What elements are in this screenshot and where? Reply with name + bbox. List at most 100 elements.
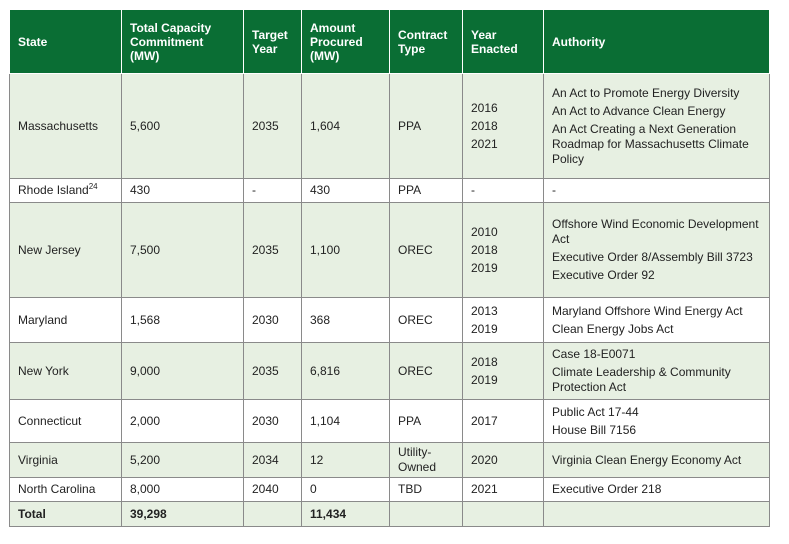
cell-state: New York <box>9 342 122 400</box>
year-value: 2018 <box>471 354 498 369</box>
authority-item: Executive Order 8/Assembly Bill 3723 <box>552 250 753 264</box>
footnote-marker: 24 <box>88 182 98 191</box>
cell-capacity: 1,568 <box>121 297 244 343</box>
header-procured: Amount Procured (MW) <box>301 9 390 74</box>
cell-target-year: 2040 <box>243 477 302 502</box>
cell-target-year: 2035 <box>243 342 302 400</box>
year-value: 2018 <box>471 242 498 257</box>
authority-item: Case 18-E0071 <box>552 347 636 361</box>
cell-contract-type: TBD <box>389 477 463 502</box>
cell-procured: 12 <box>301 442 390 478</box>
authority-item: - <box>552 183 556 197</box>
year-value: 2021 <box>471 136 498 151</box>
total-empty <box>462 501 544 527</box>
cell-authority: Executive Order 218 <box>543 477 770 502</box>
authority-item: An Act to Advance Clean Energy <box>552 103 726 118</box>
state-name: Virginia <box>18 452 58 467</box>
cell-capacity: 5,200 <box>121 442 244 478</box>
cell-target-year: 2030 <box>243 297 302 343</box>
year-value: 2016 <box>471 100 498 115</box>
cell-state: Massachusetts <box>9 73 122 179</box>
year-value: 2019 <box>471 321 498 336</box>
cell-procured: 1,604 <box>301 73 390 179</box>
cell-contract-type: OREC <box>389 202 463 298</box>
table-row: Maryland 1,568 2030 368 OREC 2013 2019 Maryland… <box>9 297 770 343</box>
year-value: 2020 <box>471 452 498 467</box>
total-capacity: 39,298 <box>121 501 244 527</box>
authority-item: Clean Energy Jobs Act <box>552 321 674 336</box>
table-row: Rhode Island24 430-430 PPA - - <box>9 178 770 203</box>
state-name: North Carolina <box>18 482 96 496</box>
cell-procured: 0 <box>301 477 390 502</box>
authority-item: House Bill 7156 <box>552 422 637 437</box>
header-authority: Authority <box>543 9 770 74</box>
total-empty <box>243 501 302 527</box>
cell-target-year: 2035 <box>243 202 302 298</box>
cell-authority: - <box>543 178 770 203</box>
header-capacity: Total Capacity Commitment (MW) <box>121 9 244 74</box>
cell-year-enacted: 2018 2019 <box>462 342 544 400</box>
cell-state: Maryland <box>9 297 122 343</box>
top-clipped-text <box>0 0 789 9</box>
state-name: Maryland <box>18 312 68 327</box>
cell-contract-type: PPA <box>389 399 463 443</box>
cell-authority: Case 18-E0071 Climate Leadership & Commun… <box>543 342 770 400</box>
header-row: State Total Capacity Commitment (MW) Tar… <box>9 9 770 74</box>
cell-target-year: - <box>243 178 302 203</box>
cell-procured: 1,104 <box>301 399 390 443</box>
total-empty <box>389 501 463 527</box>
cell-contract-type: PPA <box>389 73 463 179</box>
cell-procured: 368 <box>301 297 390 343</box>
authority-item: Public Act 17-44 <box>552 404 639 419</box>
authority-item: Maryland Offshore Wind Energy Act <box>552 303 743 318</box>
year-value: 2010 <box>471 224 498 239</box>
cell-contract-type: PPA <box>389 178 463 203</box>
cell-contract-type: OREC <box>389 342 463 400</box>
header-target-year: Target Year <box>243 9 302 74</box>
cell-state: Rhode Island24 <box>9 178 122 203</box>
total-label: Total <box>9 501 122 527</box>
total-row: Total 39,298 11,434 <box>9 501 770 527</box>
cell-capacity: 430 <box>121 178 244 203</box>
cell-procured: 1,100 <box>301 202 390 298</box>
total-empty <box>543 501 770 527</box>
cell-authority: Public Act 17-44 House Bill 7156 <box>543 399 770 443</box>
cell-year-enacted: 2010 2018 2019 <box>462 202 544 298</box>
authority-item: An Act to Promote Energy Diversity <box>552 85 740 100</box>
state-name: New York <box>18 363 69 378</box>
cell-procured: 430 <box>301 178 390 203</box>
cell-capacity: 2,000 <box>121 399 244 443</box>
header-year-enacted: Year Enacted <box>462 9 544 74</box>
cell-year-enacted: - <box>462 178 544 203</box>
year-value: 2018 <box>471 118 498 133</box>
cell-year-enacted: 2020 <box>462 442 544 478</box>
cell-target-year: 2030 <box>243 399 302 443</box>
year-value: 2013 <box>471 303 498 318</box>
cell-year-enacted: 2016 2018 2021 <box>462 73 544 179</box>
cell-capacity: 5,600 <box>121 73 244 179</box>
table-row: Connecticut 2,000 2030 1,104 PPA 2017 Public A… <box>9 399 770 443</box>
state-name: Massachusetts <box>18 118 99 133</box>
state-name: Connecticut <box>18 413 82 428</box>
year-value: 2021 <box>471 482 498 496</box>
total-procured: 11,434 <box>301 501 390 527</box>
header-contract-type: Contract Type <box>389 9 463 74</box>
cell-authority: Virginia Clean Energy Economy Act <box>543 442 770 478</box>
offshore-wind-commitments-table: State Total Capacity Commitment (MW) Tar… <box>9 9 770 527</box>
cell-capacity: 7,500 <box>121 202 244 298</box>
cell-state: New Jersey <box>9 202 122 298</box>
cell-target-year: 2035 <box>243 73 302 179</box>
year-value: - <box>471 183 475 197</box>
table-row: New York 9,000 2035 6,816 OREC 2018 2019 Case 1… <box>9 342 770 400</box>
cell-state: Virginia <box>9 442 122 478</box>
header-state: State <box>9 9 122 74</box>
cell-contract-type: Utility-Owned <box>389 442 463 478</box>
cell-state: Connecticut <box>9 399 122 443</box>
cell-authority: Maryland Offshore Wind Energy Act Clean E… <box>543 297 770 343</box>
table-row: Virginia 5,200 2034 12 Utility-Owned 2020 Virg… <box>9 442 770 478</box>
cell-target-year: 2034 <box>243 442 302 478</box>
year-value: 2019 <box>471 372 498 387</box>
cell-state: North Carolina <box>9 477 122 502</box>
cell-capacity: 8,000 <box>121 477 244 502</box>
authority-item: Virginia Clean Energy Economy Act <box>552 452 742 467</box>
